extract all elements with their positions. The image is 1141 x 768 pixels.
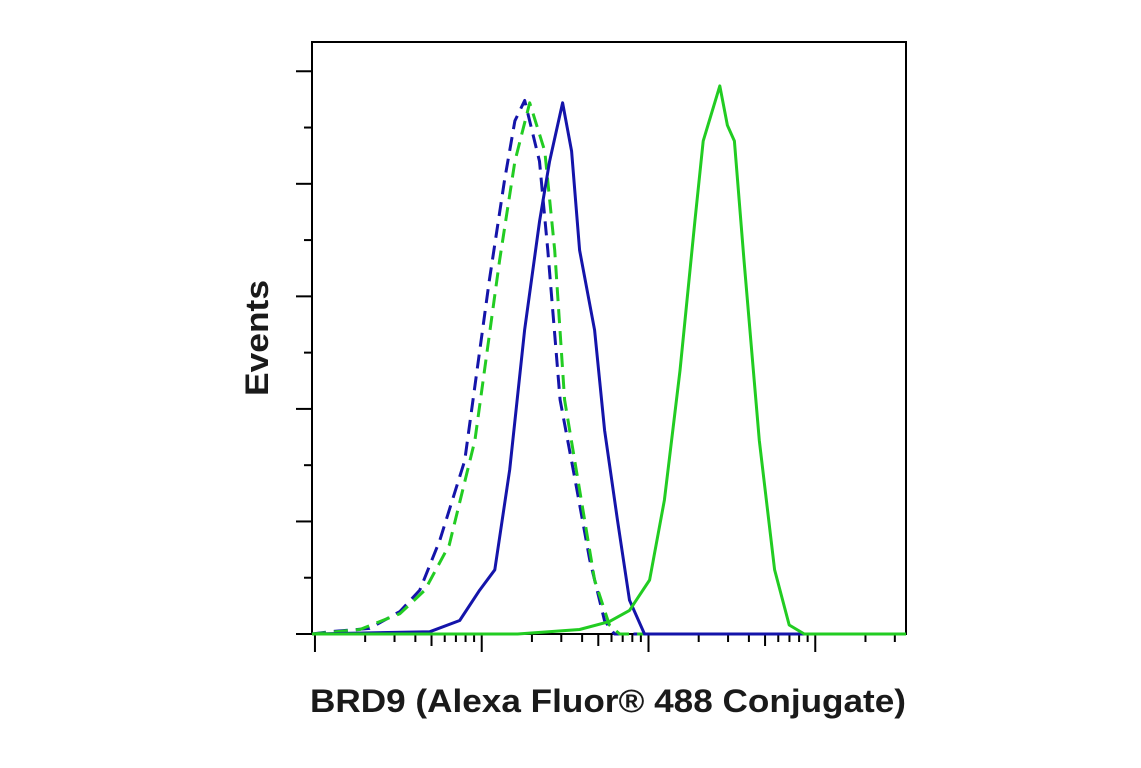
histogram-line <box>311 101 906 636</box>
histogram-line <box>311 101 906 636</box>
x-axis-label: BRD9 (Alexa Fluor® 488 Conjugate) <box>310 683 906 719</box>
plot-frame <box>311 41 907 635</box>
histogram-line <box>311 99 906 636</box>
histogram-line <box>312 84 906 636</box>
y-axis-label: Events <box>239 280 275 396</box>
